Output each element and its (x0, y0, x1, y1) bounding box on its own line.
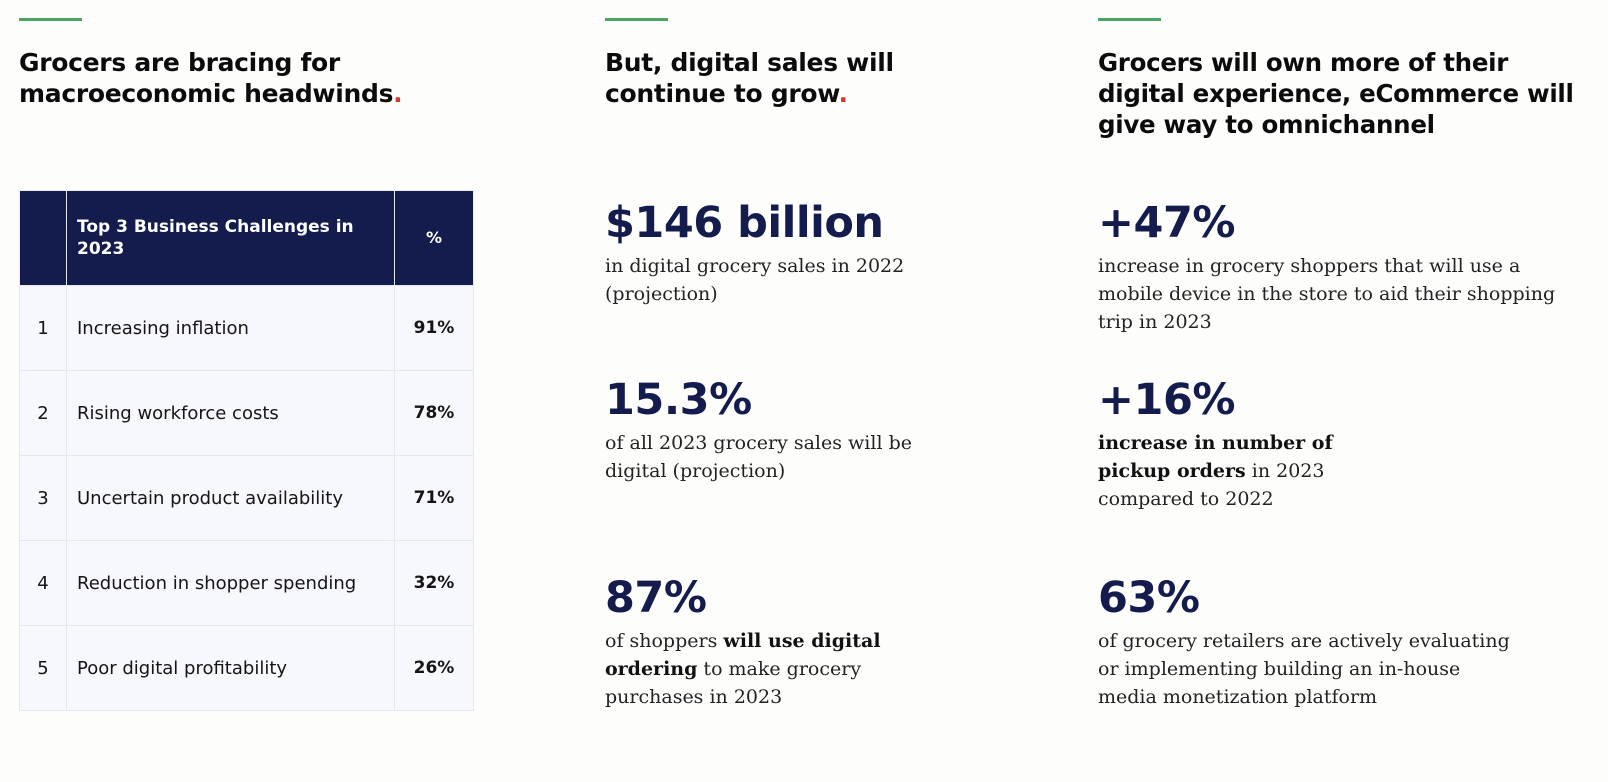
challenge-header: Top 3 Business Challenges in 2023 (66, 190, 395, 286)
table-row: 2 Rising workforce costs 78% (19, 370, 474, 456)
row-challenge: Increasing inflation (66, 285, 395, 371)
table-row: 1 Increasing inflation 91% (19, 285, 474, 371)
stat-value: +47% (1098, 198, 1235, 248)
row-rank: 5 (19, 625, 67, 711)
stat-block: 15.3% of all 2023 grocery sales will be … (605, 375, 915, 485)
row-rank: 1 (19, 285, 67, 371)
stat-value: 87% (605, 573, 707, 623)
row-rank: 2 (19, 370, 67, 456)
row-challenge: Reduction in shopper spending (66, 540, 395, 626)
percent-header: % (394, 190, 474, 286)
table-row: 4 Reduction in shopper spending 32% (19, 540, 474, 626)
accent-line (605, 18, 668, 21)
stat-value: $146 billion (605, 198, 884, 248)
stat-description: of grocery retailers are actively evalua… (1098, 630, 1510, 708)
stat-block: $146 billion in digital grocery sales in… (605, 198, 945, 308)
stat-description: in digital grocery sales in 2022 (projec… (605, 255, 905, 305)
row-rank: 3 (19, 455, 67, 541)
table-header-row: Top 3 Business Challenges in 2023 % (19, 190, 474, 286)
stat-description: increase in grocery shoppers that will u… (1098, 255, 1556, 333)
stat-block: 63% of grocery retailers are actively ev… (1098, 573, 1518, 711)
stat-description: of shoppers will use digital ordering to… (605, 630, 881, 708)
row-challenge: Rising workforce costs (66, 370, 395, 456)
rank-header (19, 190, 67, 286)
accent-line (1098, 18, 1161, 21)
stat-value: +16% (1098, 375, 1235, 425)
stat-description: of all 2023 grocery sales will be digita… (605, 432, 912, 482)
stat-value: 63% (1098, 573, 1200, 623)
stat-block: 87% of shoppers will use digital orderin… (605, 573, 965, 711)
row-challenge: Poor digital profitability (66, 625, 395, 711)
row-percent: 71% (394, 455, 474, 541)
row-percent: 32% (394, 540, 474, 626)
row-challenge: Uncertain product availability (66, 455, 395, 541)
stat-block: +16% increase in number of pickup orders… (1098, 375, 1408, 513)
row-percent: 26% (394, 625, 474, 711)
stat-block: +47% increase in grocery shoppers that w… (1098, 198, 1578, 336)
column-heading: Grocers are bracing for macroeconomic he… (19, 48, 403, 108)
stat-value: 15.3% (605, 375, 752, 425)
table-row: 5 Poor digital profitability 26% (19, 625, 474, 711)
accent-line (19, 18, 82, 21)
column-heading: Grocers will own more of their digital e… (1098, 48, 1574, 139)
row-percent: 78% (394, 370, 474, 456)
column-heading: But, digital sales will continue to grow… (605, 48, 894, 108)
business-challenges-table: Top 3 Business Challenges in 2023 % 1 In… (19, 190, 474, 711)
row-percent: 91% (394, 285, 474, 371)
stat-description: increase in number of pickup orders in 2… (1098, 432, 1333, 510)
row-rank: 4 (19, 540, 67, 626)
table-row: 3 Uncertain product availability 71% (19, 455, 474, 541)
